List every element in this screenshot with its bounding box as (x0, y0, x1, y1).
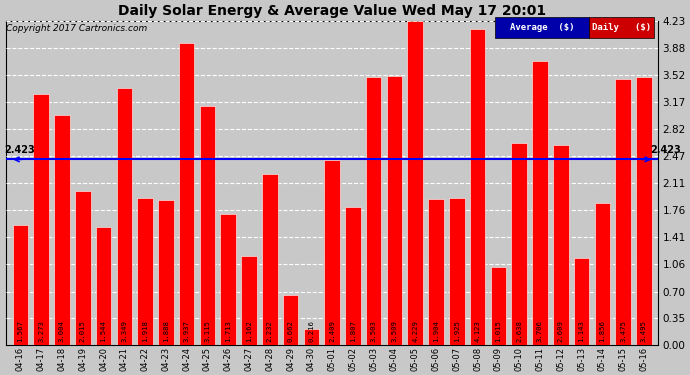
Bar (158, 201, 174, 345)
Text: 2.015: 2.015 (80, 320, 86, 342)
Text: 1.143: 1.143 (578, 320, 584, 342)
Bar (75, 191, 90, 345)
Text: 1.888: 1.888 (163, 320, 169, 342)
Text: 1.904: 1.904 (433, 320, 439, 342)
Bar (386, 76, 402, 345)
Bar (55, 115, 70, 345)
Bar (511, 143, 527, 345)
Text: 2.232: 2.232 (267, 320, 273, 342)
Bar (532, 61, 548, 345)
Bar (220, 214, 236, 345)
Text: 1.713: 1.713 (225, 320, 231, 342)
Text: 3.004: 3.004 (59, 320, 65, 342)
Text: 3.495: 3.495 (641, 320, 647, 342)
Text: 0.216: 0.216 (308, 320, 315, 342)
Bar (137, 198, 153, 345)
Bar (428, 199, 444, 345)
Bar (553, 145, 569, 345)
Text: 1.544: 1.544 (101, 320, 106, 342)
Text: 2.423: 2.423 (3, 145, 35, 155)
Text: 1.925: 1.925 (454, 320, 460, 342)
Text: 1.918: 1.918 (142, 320, 148, 342)
Text: 1.567: 1.567 (17, 320, 23, 342)
Text: 0.662: 0.662 (288, 320, 293, 342)
Text: 1.162: 1.162 (246, 320, 252, 342)
Text: 3.937: 3.937 (184, 320, 190, 342)
Text: 2.609: 2.609 (558, 320, 564, 342)
Bar (33, 94, 49, 345)
Bar (179, 43, 195, 345)
Bar (345, 207, 361, 345)
Text: 1.807: 1.807 (350, 320, 356, 342)
Bar (573, 258, 589, 345)
Text: 4.123: 4.123 (475, 320, 481, 342)
Bar (117, 88, 132, 345)
Text: 3.475: 3.475 (620, 320, 626, 342)
Bar (595, 203, 610, 345)
Bar (283, 294, 298, 345)
Bar (96, 227, 111, 345)
Text: 3.273: 3.273 (38, 320, 44, 342)
Bar (366, 76, 382, 345)
Bar (199, 106, 215, 345)
Title: Daily Solar Energy & Average Value Wed May 17 20:01: Daily Solar Energy & Average Value Wed M… (118, 4, 546, 18)
Text: Average  ($): Average ($) (510, 23, 574, 32)
Bar (408, 21, 423, 345)
Text: 3.706: 3.706 (537, 320, 543, 342)
Bar (241, 256, 257, 345)
Bar (262, 174, 277, 345)
Bar (636, 77, 651, 345)
Bar (449, 198, 464, 345)
Text: 3.115: 3.115 (204, 320, 210, 342)
Bar (491, 267, 506, 345)
Text: 1.015: 1.015 (495, 320, 502, 342)
Text: 3.509: 3.509 (391, 320, 397, 342)
Bar (304, 329, 319, 345)
Bar (12, 225, 28, 345)
Text: 3.503: 3.503 (371, 320, 377, 342)
Bar (470, 29, 485, 345)
Text: Daily   ($): Daily ($) (592, 23, 651, 32)
Text: Copyright 2017 Cartronics.com: Copyright 2017 Cartronics.com (6, 24, 147, 33)
Bar (615, 79, 631, 345)
Text: 2.638: 2.638 (516, 320, 522, 342)
Text: 1.856: 1.856 (600, 320, 605, 342)
Text: 3.349: 3.349 (121, 320, 128, 342)
Text: 2.409: 2.409 (329, 320, 335, 342)
Text: 4.229: 4.229 (412, 320, 418, 342)
Bar (324, 160, 340, 345)
Text: 2.423: 2.423 (650, 145, 681, 155)
